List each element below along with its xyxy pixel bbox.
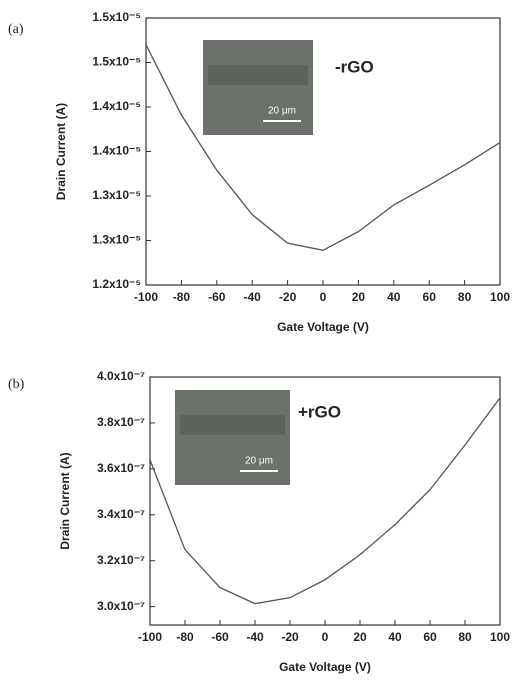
x-tick-label: 40 [388,630,402,644]
y-tick-label: 3.4x10⁻⁷ [97,507,145,521]
x-tick-label: 60 [423,630,437,644]
panel-label: (b) [8,377,25,392]
y-tick-label: 3.0x10⁻⁷ [97,599,145,613]
x-tick-label: -40 [244,290,262,304]
x-tick-label: -60 [211,630,229,644]
x-tick-label: -20 [281,630,299,644]
inset-texture [208,65,308,85]
y-axis-label: Drain Current (A) [58,452,72,549]
x-axis-label: Gate Voltage (V) [279,660,371,674]
y-tick-label: 1.4x10⁻⁵ [92,144,141,158]
x-tick-label: -100 [134,290,158,304]
x-tick-label: 0 [320,290,327,304]
y-axis-label: Drain Current (A) [54,103,68,200]
x-tick-label: 20 [352,290,366,304]
inset-image [175,390,290,485]
x-tick-label: 40 [387,290,401,304]
annotation: -rGO [335,57,374,76]
y-tick-label: 1.4x10⁻⁵ [92,99,141,113]
inset-image [203,40,313,135]
x-tick-label: -80 [173,290,191,304]
x-tick-label: -80 [176,630,194,644]
x-tick-label: -60 [208,290,226,304]
y-tick-label: 3.6x10⁻⁷ [97,461,145,475]
x-axis-label: Gate Voltage (V) [277,320,369,334]
plot-frame [145,17,501,286]
y-tick-label: 1.3x10⁻⁵ [92,188,141,202]
data-line [145,44,501,251]
y-tick-label: 1.5x10⁻⁵ [92,10,141,24]
inset-scale: 20 μm [245,456,273,467]
x-tick-label: 100 [490,630,510,644]
y-tick-label: 3.2x10⁻⁷ [97,553,145,567]
x-tick-label: 60 [423,290,437,304]
inset-texture [180,415,285,435]
x-tick-label: 20 [353,630,367,644]
y-tick-label: 1.5x10⁻⁵ [92,55,141,69]
x-tick-label: 80 [458,630,472,644]
y-tick-label: 1.2x10⁻⁵ [92,277,141,291]
annotation: +rGO [298,402,341,421]
x-tick-label: 80 [458,290,472,304]
data-line [149,397,501,605]
x-tick-label: 0 [322,630,329,644]
inset-scale: 20 μm [268,106,296,117]
x-tick-label: -20 [279,290,297,304]
y-tick-label: 3.8x10⁻⁷ [97,415,145,429]
x-tick-label: -100 [138,630,162,644]
y-tick-label: 4.0x10⁻⁷ [97,369,145,383]
x-tick-label: -40 [246,630,264,644]
panel-label: (a) [8,22,24,37]
y-tick-label: 1.3x10⁻⁵ [92,233,141,247]
x-tick-label: 100 [490,290,510,304]
